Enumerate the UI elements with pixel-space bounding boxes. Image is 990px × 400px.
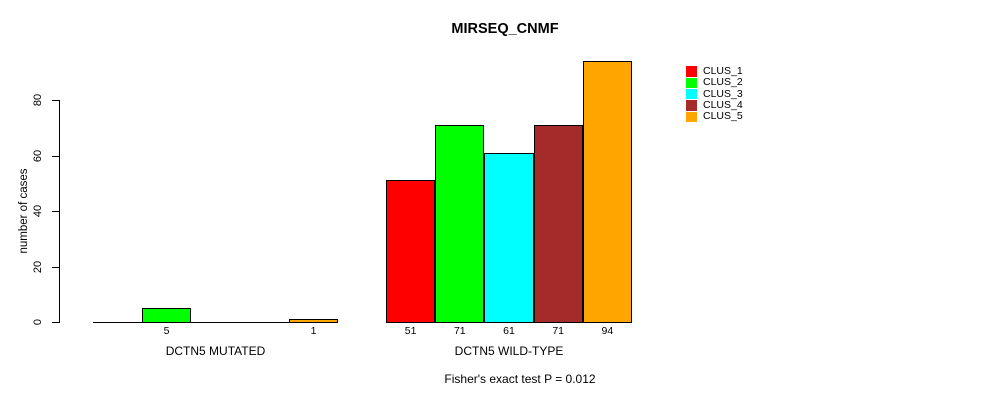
legend-color-swatch — [686, 111, 697, 123]
y-tick-label: 20 — [32, 260, 44, 273]
x-group-label: DCTN5 MUTATED — [165, 343, 266, 358]
y-tick — [52, 100, 60, 101]
legend-label: CLUS_2 — [703, 76, 743, 89]
bar-value-label: 71 — [453, 325, 466, 337]
legend-color-swatch — [686, 100, 697, 111]
x-axis-baseline — [93, 322, 338, 323]
legend-color-swatch — [686, 88, 697, 100]
legend-item: CLUS_3 — [686, 87, 743, 100]
bar-value-label: 1 — [310, 325, 317, 337]
fisher-test-annotation: Fisher's exact test P = 0.012 — [444, 372, 596, 386]
bar-value-label: 94 — [601, 325, 614, 337]
bar-value-label: 5 — [163, 325, 170, 337]
bar — [289, 319, 338, 323]
bar-value-label: 51 — [404, 325, 417, 337]
y-tick — [52, 266, 60, 268]
y-tick-label: 40 — [32, 204, 44, 218]
bar-value-label: 71 — [552, 325, 565, 337]
legend-label: CLUS_1 — [703, 65, 743, 77]
x-group-label: DCTN5 WILD-TYPE — [454, 343, 564, 358]
bar — [533, 124, 583, 323]
legend-label: CLUS_5 — [703, 110, 743, 123]
legend-label: CLUS_3 — [703, 87, 743, 100]
legend-color-swatch — [686, 77, 697, 89]
y-tick — [52, 322, 60, 323]
legend-item: CLUS_2 — [686, 76, 743, 89]
bar — [142, 308, 191, 323]
bar — [386, 180, 436, 323]
y-tick-label: 80 — [32, 93, 44, 107]
y-tick — [52, 211, 60, 212]
bar-value-label: 61 — [503, 325, 515, 337]
bar — [435, 124, 485, 323]
chart-title: MIRSEQ_CNMF — [451, 21, 559, 37]
y-tick-label: 60 — [32, 149, 44, 162]
y-axis-label: number of cases — [18, 168, 30, 254]
legend-item: CLUS_4 — [686, 100, 743, 111]
legend-item: CLUS_5 — [686, 110, 743, 123]
bar — [484, 152, 534, 323]
legend-label: CLUS_4 — [703, 99, 743, 112]
bar — [582, 61, 632, 323]
y-tick — [52, 155, 60, 157]
legend-item: CLUS_1 — [686, 66, 743, 77]
y-tick-label: 0 — [32, 318, 44, 326]
legend-color-swatch — [686, 66, 697, 77]
